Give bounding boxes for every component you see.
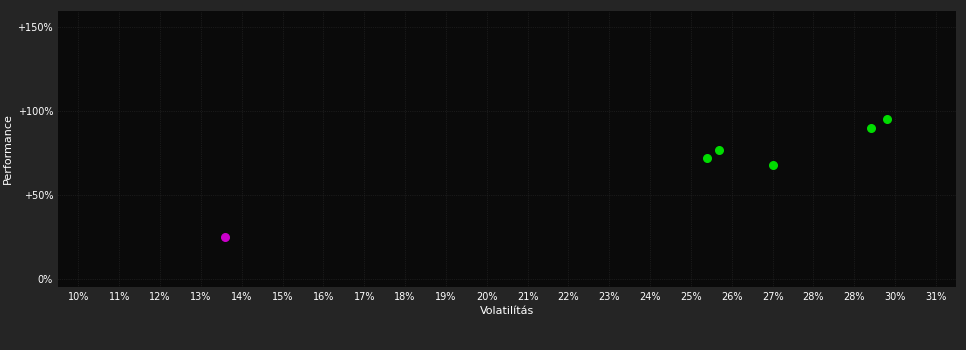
Point <box>699 155 715 161</box>
Point <box>712 147 727 152</box>
Point <box>863 125 878 131</box>
Point <box>879 117 895 122</box>
Point <box>217 234 233 239</box>
X-axis label: Volatilítás: Volatilítás <box>480 306 534 316</box>
Point <box>765 162 781 167</box>
Y-axis label: Performance: Performance <box>3 113 14 184</box>
